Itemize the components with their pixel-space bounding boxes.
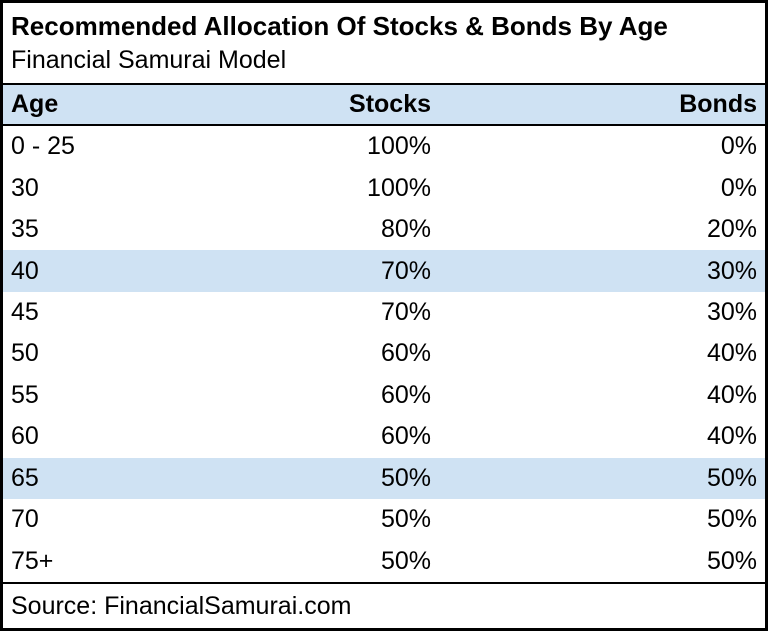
source-text: Source: FinancialSamurai.com xyxy=(11,591,352,620)
table-row: 60 60% 40% xyxy=(3,416,765,458)
stocks-cell: 80% xyxy=(380,215,431,244)
bonds-cell: 50% xyxy=(706,505,757,534)
table-row: 55 60% 40% xyxy=(3,374,765,417)
age-cell: 50 xyxy=(11,339,39,368)
stocks-cell: 50% xyxy=(380,505,431,534)
bonds-cell: 50% xyxy=(706,546,757,575)
bonds-cell: 0% xyxy=(720,132,757,161)
bonds-cell: 40% xyxy=(706,339,757,368)
stocks-cell: 70% xyxy=(380,298,431,327)
age-cell: 40 xyxy=(11,256,39,285)
table-subtitle: Financial Samurai Model xyxy=(11,46,287,74)
table-row-highlighted: 65 50% 50% xyxy=(3,457,765,500)
bonds-cell: 0% xyxy=(720,173,757,202)
bonds-cell: 30% xyxy=(706,256,757,285)
age-cell: 35 xyxy=(11,215,39,244)
bonds-cell: 40% xyxy=(706,422,757,451)
stocks-cell: 70% xyxy=(380,256,431,285)
table-row: 70 50% 50% xyxy=(3,499,765,541)
bonds-cell: 30% xyxy=(706,298,757,327)
header-age: Age xyxy=(11,90,59,118)
age-cell: 70 xyxy=(11,505,39,534)
table-title: Recommended Allocation Of Stocks & Bonds… xyxy=(11,11,668,41)
stocks-cell: 60% xyxy=(380,380,431,409)
stocks-cell: 100% xyxy=(367,173,431,202)
table-row: 75+ 50% 50% xyxy=(3,540,765,582)
age-cell: 0 - 25 xyxy=(11,132,75,161)
age-cell: 45 xyxy=(11,298,39,327)
stocks-cell: 60% xyxy=(380,422,431,451)
stocks-cell: 60% xyxy=(380,339,431,368)
source-footer: Source: FinancialSamurai.com xyxy=(3,582,765,628)
table-row: 0 - 25 100% 0% xyxy=(3,126,765,168)
stocks-cell: 50% xyxy=(380,463,431,492)
header-stocks: Stocks xyxy=(349,90,431,118)
age-cell: 75+ xyxy=(11,546,54,575)
bonds-cell: 50% xyxy=(706,463,757,492)
age-cell: 30 xyxy=(11,173,39,202)
table-row: 50 60% 40% xyxy=(3,333,765,375)
title-section: Recommended Allocation Of Stocks & Bonds… xyxy=(3,3,765,85)
age-cell: 55 xyxy=(11,380,39,409)
table-row-highlighted: 40 70% 30% xyxy=(3,250,765,292)
table-body: 0 - 25 100% 0% 30 100% 0% 35 80% 20% 40 … xyxy=(3,126,765,582)
table-row: 35 80% 20% xyxy=(3,208,765,251)
bonds-cell: 40% xyxy=(706,380,757,409)
bonds-cell: 20% xyxy=(706,215,757,244)
table-row: 45 70% 30% xyxy=(3,291,765,334)
table-row: 30 100% 0% xyxy=(3,167,765,209)
stocks-cell: 50% xyxy=(380,546,431,575)
header-bonds: Bonds xyxy=(679,90,757,118)
stocks-cell: 100% xyxy=(367,132,431,161)
table-header-row: Age Stocks Bonds xyxy=(3,85,765,126)
age-cell: 60 xyxy=(11,422,39,451)
age-cell: 65 xyxy=(11,463,39,492)
